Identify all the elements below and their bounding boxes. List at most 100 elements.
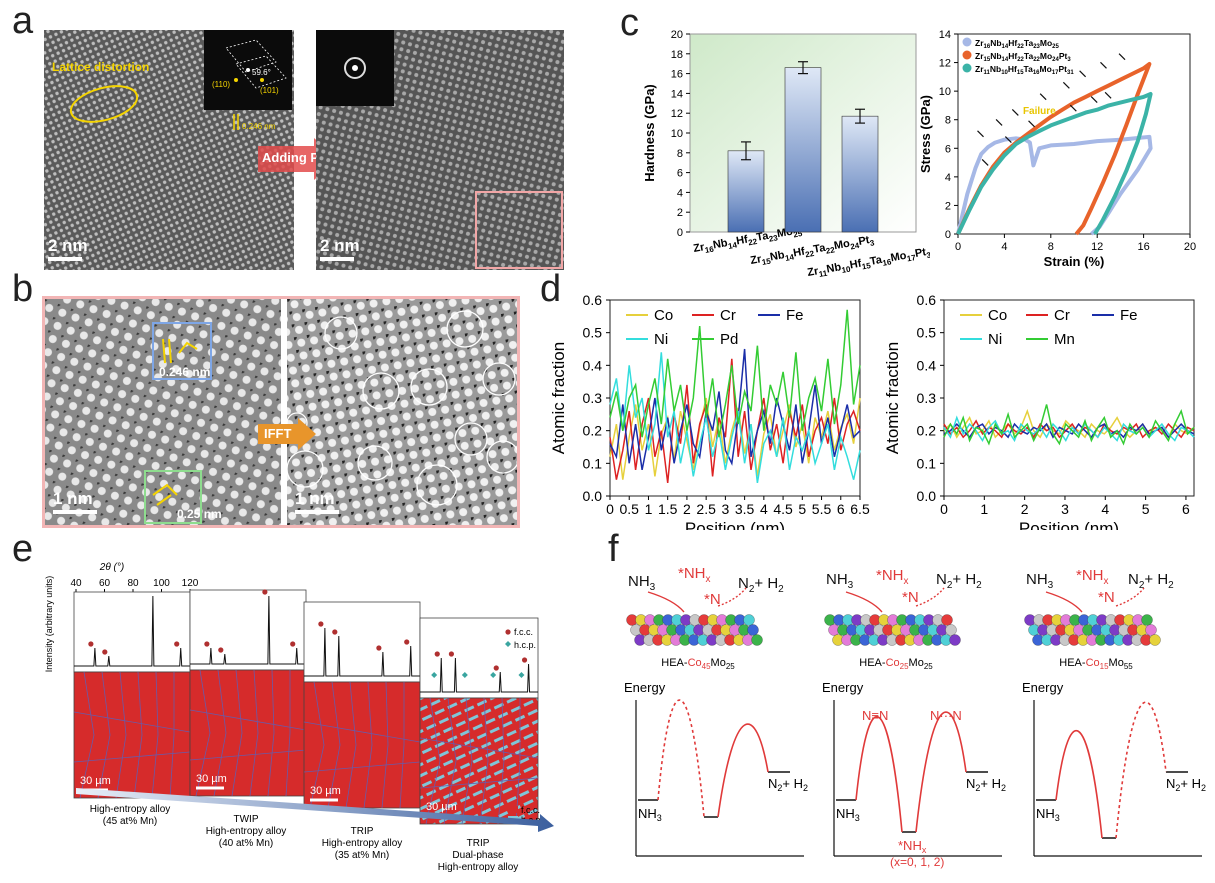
- x-tick-label: 6: [1182, 501, 1190, 517]
- legend-label: Pd: [720, 331, 738, 348]
- x-tick-label: 1: [980, 501, 988, 517]
- y-tick-label: 0: [677, 227, 683, 239]
- alloy-caption: TRIP: [467, 838, 490, 849]
- y-tick-label: 14: [939, 29, 951, 41]
- x-tick-label: 5: [798, 501, 806, 517]
- x-tick-label: 3.5: [735, 501, 755, 517]
- grain-boundaries: [189, 669, 307, 797]
- y-tick-label: 0.1: [917, 455, 937, 471]
- load-arrow: [1069, 104, 1077, 112]
- ifft-arrow: IFFT: [258, 418, 316, 450]
- scale-bar-label: 30 µm: [426, 801, 457, 813]
- chem-label: *NHx: [876, 567, 909, 587]
- y-tick-label: 10: [671, 128, 683, 140]
- y-tick-label: 0.3: [917, 390, 937, 406]
- fcc-peak-marker: [404, 639, 410, 645]
- y-tick-label: 6: [677, 168, 683, 180]
- chem-label: NH3: [1026, 571, 1054, 591]
- y-tick-label: 4: [677, 187, 683, 199]
- chem-label: N2+ H2: [1128, 571, 1174, 591]
- grain-boundaries: [419, 697, 539, 825]
- legend-marker: [962, 63, 972, 73]
- chem-label: *NHx: [678, 565, 711, 585]
- hcp-peak-marker: [431, 672, 438, 678]
- y-tick-label: 8: [945, 115, 951, 127]
- alloy-caption: TRIP: [351, 826, 374, 837]
- y-tick-label: 0.4: [583, 357, 603, 373]
- catalyst-label: HEA-Co15Mo55: [1059, 657, 1133, 671]
- fft-angle-label: 59.6°: [252, 68, 271, 77]
- scale-bar-a-left: 2 nm: [48, 236, 88, 261]
- fcc-peak-marker: [204, 641, 210, 647]
- xrd-frame: [419, 617, 539, 699]
- scale-bar-b-left: 1 nm: [53, 489, 97, 514]
- xrd-pattern: [74, 595, 190, 667]
- load-arrow: [1004, 136, 1012, 143]
- y-tick-label: 0.6: [917, 292, 937, 308]
- x-tick-label: 4: [760, 501, 768, 517]
- xrd-frame: [189, 589, 307, 671]
- panel-label-e: e: [12, 528, 34, 570]
- panel-label-f: f: [608, 528, 619, 570]
- chem-label: *NHx: [1076, 567, 1109, 587]
- fft-inset-right: [316, 30, 394, 106]
- x-tick-label: 1: [645, 501, 653, 517]
- y-tick-label: 6: [945, 143, 951, 155]
- hcp-peak-marker: [461, 672, 468, 678]
- energy-axis-label: Energy: [1022, 680, 1064, 695]
- level-nh3-label: NH3: [1036, 806, 1060, 823]
- xrd-frame: [73, 591, 191, 673]
- energy-barrier-2: [915, 711, 967, 833]
- xrd-axis-label: 2θ (°): [99, 562, 124, 573]
- series-line: [609, 352, 861, 484]
- atom-sphere: [941, 614, 953, 626]
- load-arrow: [1039, 93, 1047, 101]
- reaction-arrow: [1045, 591, 1083, 613]
- series-line: [956, 92, 1153, 235]
- chem-label: *N: [1098, 589, 1115, 606]
- failure-label: Failure: [1023, 106, 1056, 117]
- x-tick-label: 4: [1001, 241, 1007, 253]
- load-arrow: [1011, 109, 1019, 116]
- x-tick-label: 4.5: [773, 501, 793, 517]
- x-axis-label: Strain (%): [1044, 254, 1105, 269]
- load-arrow: [981, 159, 989, 166]
- category-label: Zr15Nb14Hf22Ta22Mo24Pt3: [749, 233, 875, 269]
- energy-axis-label: Energy: [822, 680, 864, 695]
- xrd-pattern: [304, 627, 420, 677]
- x-tick-label: 0: [606, 501, 614, 517]
- x-tick-label: 16: [1137, 241, 1149, 253]
- legend-marker: [962, 37, 972, 47]
- bar: [841, 115, 879, 233]
- reaction-arrow: [845, 591, 883, 613]
- y-tick-label: 8: [677, 148, 683, 160]
- fcc-peak-marker: [218, 647, 224, 653]
- map-legend-fcc: [508, 806, 518, 813]
- legend-label: Zr16Nb14Hf22Ta23Mo25: [975, 38, 1059, 50]
- x-tick-label: 12: [1091, 241, 1103, 253]
- transition-label-2: N···N: [930, 708, 962, 723]
- y-tick-label: 0.6: [583, 292, 603, 308]
- panel-label-d: d: [540, 268, 562, 310]
- hcp-peak-marker: [518, 672, 525, 678]
- fft-plane1-label: (110): [212, 80, 231, 89]
- y-tick-label: 0.5: [583, 325, 603, 341]
- atom-sphere: [1141, 614, 1153, 626]
- y-tick-label: 12: [939, 58, 951, 70]
- x-tick-label: 0: [940, 501, 948, 517]
- xrd-tick-label: 80: [127, 578, 139, 589]
- legend-label: Zr15Nb14Hf22Ta22Mo24Pt3: [975, 51, 1071, 63]
- reaction-arrow: [647, 591, 685, 613]
- chem-label: N2+ H2: [738, 575, 784, 595]
- fcc-peak-marker: [493, 665, 499, 671]
- bar: [784, 67, 822, 233]
- fcc-peak-marker: [332, 629, 338, 635]
- spacing-label-b-bottom: 0.25 nm: [177, 507, 222, 521]
- ifft-image-b-right: 1 nm: [287, 299, 517, 525]
- x-tick-label: 3: [1061, 501, 1069, 517]
- y-axis-label: Hardness (GPa): [642, 84, 657, 182]
- level-products-label: N2+ H2: [966, 776, 1006, 793]
- grain-boundaries: [303, 681, 421, 809]
- y-tick-label: 14: [671, 88, 683, 100]
- fcc-peak-marker: [448, 651, 454, 657]
